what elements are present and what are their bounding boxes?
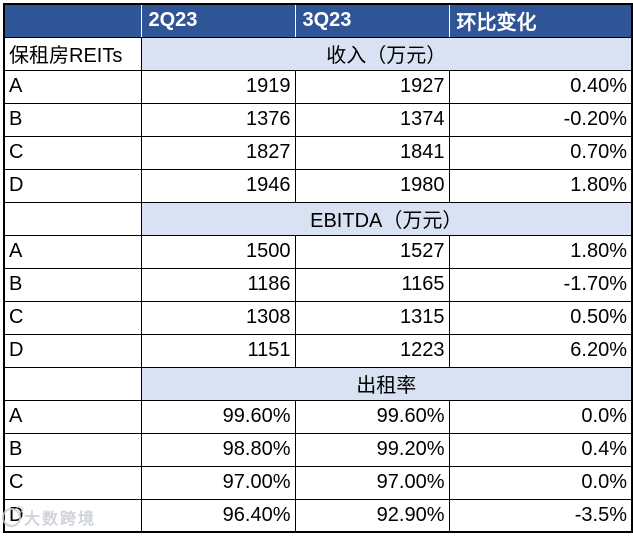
reits-comparison-table: 2Q23 3Q23 环比变化 保租房REITs 收入（万元） A 1919 19… [3,3,633,533]
table-row: B 1376 1374 -0.20% [3,102,633,137]
row-group-label-empty [3,366,142,401]
cell-entity-label: D [3,333,142,368]
header-cell-empty [3,3,142,38]
table-row: D 1151 1223 6.20% [3,333,633,368]
cell-qoq-value: 0.50% [448,300,633,335]
cell-entity-label: B [3,267,142,302]
cell-entity-label: A [3,399,142,434]
cell-2q23-value: 97.00% [140,465,296,500]
table-row: A 1500 1527 1.80% [3,234,633,269]
header-cell-qoq-change: 环比变化 [448,3,633,38]
cell-qoq-value: 1.80% [448,234,633,269]
cell-3q23-value: 1927 [294,69,450,104]
cell-qoq-value: 0.4% [448,432,633,467]
header-cell-3q23: 3Q23 [294,3,450,38]
cell-2q23-value: 1500 [140,234,296,269]
cell-3q23-value: 97.00% [294,465,450,500]
cell-2q23-value: 1151 [140,333,296,368]
cell-entity-label: A [3,234,142,269]
cell-qoq-value: 0.70% [448,135,633,170]
cell-2q23-value: 1827 [140,135,296,170]
cell-qoq-value: 1.80% [448,168,633,203]
cell-2q23-value: 1919 [140,69,296,104]
cell-3q23-value: 1165 [294,267,450,302]
cell-entity-label: D [3,168,142,203]
cell-3q23-value: 1374 [294,102,450,137]
cell-3q23-value: 92.90% [294,498,450,533]
table-row: B 1186 1165 -1.70% [3,267,633,302]
cell-3q23-value: 1527 [294,234,450,269]
cell-2q23-value: 1308 [140,300,296,335]
table-row: B 98.80% 99.20% 0.4% [3,432,633,467]
cell-entity-label: D [3,498,142,533]
row-group-label-empty [3,201,142,236]
section-title-ebitda: EBITDA（万元） [140,201,633,236]
table-row: C 1308 1315 0.50% [3,300,633,335]
table-row: D 1946 1980 1.80% [3,168,633,203]
row-group-label: 保租房REITs [3,36,142,71]
cell-3q23-value: 99.60% [294,399,450,434]
cell-2q23-value: 99.60% [140,399,296,434]
cell-entity-label: C [3,300,142,335]
cell-entity-label: A [3,69,142,104]
section-title-occupancy: 出租率 [140,366,633,401]
cell-2q23-value: 96.40% [140,498,296,533]
cell-3q23-value: 1980 [294,168,450,203]
section-title-revenue: 收入（万元） [140,36,633,71]
cell-entity-label: C [3,135,142,170]
cell-3q23-value: 99.20% [294,432,450,467]
cell-3q23-value: 1223 [294,333,450,368]
cell-2q23-value: 98.80% [140,432,296,467]
cell-qoq-value: 0.0% [448,399,633,434]
section-title-row: 出租率 [3,366,633,401]
table-row: C 1827 1841 0.70% [3,135,633,170]
cell-3q23-value: 1315 [294,300,450,335]
cell-qoq-value: 0.0% [448,465,633,500]
cell-entity-label: B [3,432,142,467]
cell-2q23-value: 1376 [140,102,296,137]
cell-entity-label: B [3,102,142,137]
cell-entity-label: C [3,465,142,500]
table-row: A 99.60% 99.60% 0.0% [3,399,633,434]
header-cell-2q23: 2Q23 [140,3,296,38]
cell-qoq-value: -1.70% [448,267,633,302]
section-title-row: 保租房REITs 收入（万元） [3,36,633,71]
cell-qoq-value: 6.20% [448,333,633,368]
cell-qoq-value: -0.20% [448,102,633,137]
table-row: C 97.00% 97.00% 0.0% [3,465,633,500]
cell-2q23-value: 1186 [140,267,296,302]
cell-qoq-value: 0.40% [448,69,633,104]
table-header-row: 2Q23 3Q23 环比变化 [3,3,633,38]
cell-3q23-value: 1841 [294,135,450,170]
cell-qoq-value: -3.5% [448,498,633,533]
section-title-row: EBITDA（万元） [3,201,633,236]
table-row: D 96.40% 92.90% -3.5% [3,498,633,533]
cell-2q23-value: 1946 [140,168,296,203]
table-row: A 1919 1927 0.40% [3,69,633,104]
